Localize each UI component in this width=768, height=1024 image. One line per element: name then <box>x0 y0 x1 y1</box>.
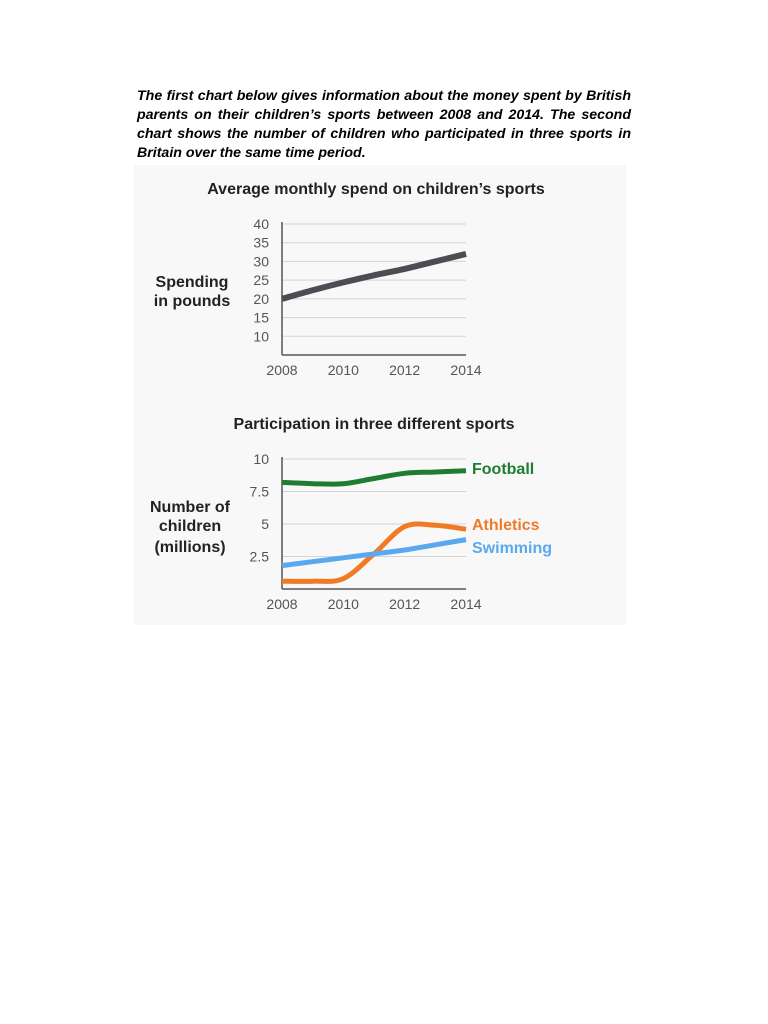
x-tick-label: 2008 <box>266 596 297 612</box>
y-axis-label: Number of <box>150 499 231 516</box>
series-line-swimming <box>281 537 467 569</box>
series-line-football <box>281 468 467 487</box>
chart-2-title: Participation in three different sports <box>234 416 515 433</box>
y-tick-label: 10 <box>253 328 269 344</box>
y-tick-label: 7.5 <box>250 484 270 500</box>
y-tick-label: 35 <box>253 235 269 251</box>
y-axis-label: children <box>159 518 221 535</box>
y-tick-label: 40 <box>253 216 269 232</box>
y-tick-label: 10 <box>253 451 269 467</box>
y-axis-label: (millions) <box>154 539 225 556</box>
series-line-spending <box>281 251 467 302</box>
y-axis-label: Spending <box>156 274 229 291</box>
y-tick-label: 20 <box>253 291 269 307</box>
intro-paragraph: The first chart below gives information … <box>137 88 631 161</box>
y-tick-label: 25 <box>253 272 269 288</box>
x-tick-label: 2010 <box>328 362 359 378</box>
y-axis-label: in pounds <box>154 293 231 310</box>
x-tick-label: 2010 <box>328 596 359 612</box>
chart-1-title: Average monthly spend on children’s spor… <box>207 181 545 198</box>
y-tick-label: 30 <box>253 253 269 269</box>
legend-athletics: Athletics <box>472 517 540 534</box>
y-tick-label: 15 <box>253 310 269 326</box>
legend-football: Football <box>472 461 534 478</box>
x-tick-label: 2014 <box>450 596 481 612</box>
x-tick-label: 2008 <box>266 362 297 378</box>
x-tick-label: 2012 <box>389 596 420 612</box>
x-tick-label: 2012 <box>389 362 420 378</box>
y-tick-label: 2.5 <box>250 549 270 565</box>
legend-swimming: Swimming <box>472 540 552 557</box>
x-tick-label: 2014 <box>450 362 481 378</box>
y-tick-label: 5 <box>261 516 269 532</box>
